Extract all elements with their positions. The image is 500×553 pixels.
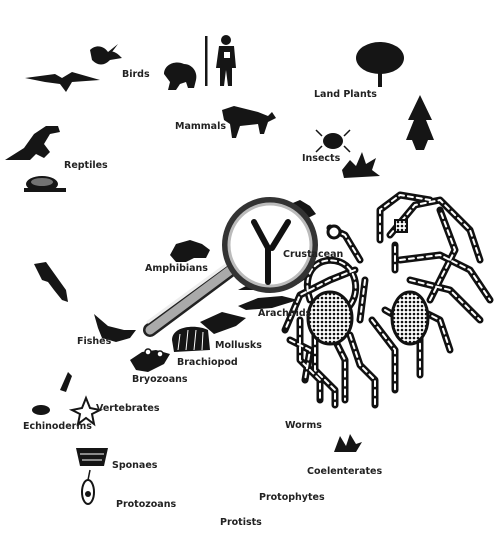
fish-icon [94,314,136,342]
magnifier-icon [143,197,318,337]
label-brachiopod: Brachiopod [177,357,238,368]
label-insects: Insects [302,153,341,164]
label-protozoans: Protozoans [116,499,177,510]
sponge-icon [76,448,108,466]
pterosaur-icon [25,72,100,92]
plant-icon [342,152,380,178]
protozoan-icon [81,469,95,505]
label-protists: Protists [220,517,262,528]
label-fishes: Fishes [77,336,112,347]
beetle-icon [315,129,351,153]
label-coelenterates: Coelenterates [307,466,383,477]
octopus-icon [281,191,494,409]
label-land-plants: Land Plants [314,89,377,100]
label-arachnids: Arachnids [258,308,312,319]
shell-icon [172,326,210,352]
cone-shell-icon [200,312,246,334]
bryozoan-icon [130,348,170,372]
echinoderm-icon [32,405,50,415]
label-worms: Worms [285,420,322,431]
label-protophytes: Protophytes [259,492,325,503]
label-vertebrates: Vertebrates [96,403,160,414]
label-birds: Birds [122,69,150,80]
label-amphibians: Amphibians [145,263,208,274]
gorilla-icon [164,62,197,90]
label-bryozoans: Bryozoans [132,374,188,385]
conifer-icon [406,95,434,150]
tree-icon [356,42,404,87]
coral-icon [334,434,362,452]
seahorse-icon [34,262,68,302]
dinosaur-icon [5,126,60,160]
label-echinoderms: Echinoderms [23,421,92,432]
label-mollusks: Mollusks [215,340,262,351]
label-sponges: Sponaes [112,460,158,471]
label-crustacean: Crustacean [283,249,344,260]
bird-icon [90,44,122,65]
frog-icon [170,240,210,262]
label-mammals: Mammals [175,121,226,132]
human-icon [205,35,236,86]
turtle-icon [24,176,66,192]
thylacine-icon [222,106,276,138]
label-reptiles: Reptiles [64,160,108,171]
starfish-icon [68,395,104,427]
